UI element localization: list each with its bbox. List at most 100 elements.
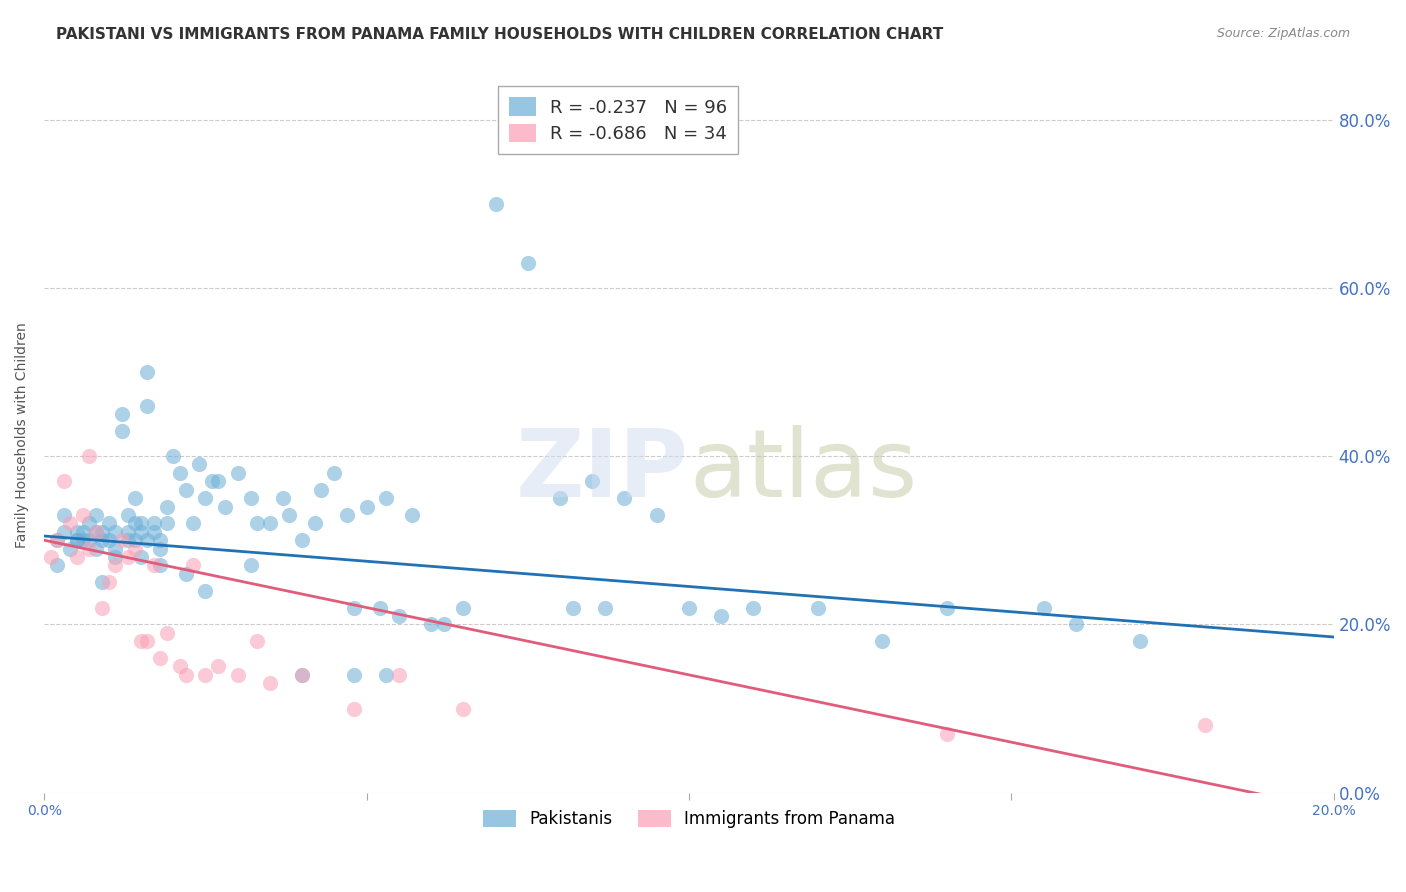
Point <box>278 508 301 522</box>
Point <box>1194 718 1216 732</box>
Point <box>142 558 165 573</box>
Point <box>201 475 224 489</box>
Point <box>46 533 69 548</box>
Point <box>516 255 538 269</box>
Point <box>39 550 62 565</box>
Point <box>214 500 236 514</box>
Point <box>207 475 229 489</box>
Point <box>149 541 172 556</box>
Point <box>181 558 204 573</box>
Point <box>194 491 217 505</box>
Point <box>52 508 75 522</box>
Point <box>194 668 217 682</box>
Point <box>613 491 636 505</box>
Point <box>111 533 134 548</box>
Point <box>742 600 765 615</box>
Point <box>645 508 668 522</box>
Point <box>84 524 107 539</box>
Point <box>91 600 114 615</box>
Point <box>156 625 179 640</box>
Point <box>91 524 114 539</box>
Point <box>124 541 146 556</box>
Point <box>46 533 69 548</box>
Point <box>169 466 191 480</box>
Point <box>259 676 281 690</box>
Point <box>356 500 378 514</box>
Point <box>174 668 197 682</box>
Point <box>59 516 82 531</box>
Point <box>239 558 262 573</box>
Point <box>207 659 229 673</box>
Point <box>117 508 139 522</box>
Point <box>136 634 159 648</box>
Point <box>174 566 197 581</box>
Point <box>124 533 146 548</box>
Point <box>91 533 114 548</box>
Point <box>117 524 139 539</box>
Point <box>65 550 87 565</box>
Point <box>375 668 398 682</box>
Point <box>72 508 94 522</box>
Legend: Pakistanis, Immigrants from Panama: Pakistanis, Immigrants from Panama <box>477 803 901 834</box>
Point <box>124 491 146 505</box>
Point <box>79 533 101 548</box>
Point <box>129 524 152 539</box>
Point <box>136 399 159 413</box>
Point <box>336 508 359 522</box>
Point <box>453 600 475 615</box>
Point <box>291 668 314 682</box>
Point <box>111 407 134 421</box>
Point <box>129 634 152 648</box>
Point <box>65 533 87 548</box>
Point <box>129 550 152 565</box>
Point <box>1129 634 1152 648</box>
Point <box>678 600 700 615</box>
Point <box>65 524 87 539</box>
Point <box>388 609 411 624</box>
Point <box>548 491 571 505</box>
Point <box>239 491 262 505</box>
Point <box>79 541 101 556</box>
Point <box>104 524 127 539</box>
Point <box>72 524 94 539</box>
Text: atlas: atlas <box>689 425 917 516</box>
Point <box>368 600 391 615</box>
Point <box>142 524 165 539</box>
Point <box>188 458 211 472</box>
Point <box>581 475 603 489</box>
Point <box>46 558 69 573</box>
Point <box>343 668 366 682</box>
Point <box>226 668 249 682</box>
Point <box>97 516 120 531</box>
Point <box>156 500 179 514</box>
Point <box>311 483 333 497</box>
Point <box>807 600 830 615</box>
Point <box>72 533 94 548</box>
Point <box>181 516 204 531</box>
Point <box>453 701 475 715</box>
Point <box>561 600 583 615</box>
Point <box>52 475 75 489</box>
Point <box>65 533 87 548</box>
Y-axis label: Family Households with Children: Family Households with Children <box>15 322 30 548</box>
Point <box>111 424 134 438</box>
Point <box>246 634 269 648</box>
Point <box>136 533 159 548</box>
Point <box>162 449 184 463</box>
Point <box>97 533 120 548</box>
Point <box>59 541 82 556</box>
Point <box>124 516 146 531</box>
Point <box>129 516 152 531</box>
Point <box>291 668 314 682</box>
Point <box>117 533 139 548</box>
Point <box>935 727 957 741</box>
Point <box>169 659 191 673</box>
Point <box>149 558 172 573</box>
Point <box>388 668 411 682</box>
Point <box>97 575 120 590</box>
Point <box>343 600 366 615</box>
Text: Source: ZipAtlas.com: Source: ZipAtlas.com <box>1216 27 1350 40</box>
Point <box>52 524 75 539</box>
Point <box>226 466 249 480</box>
Point <box>156 516 179 531</box>
